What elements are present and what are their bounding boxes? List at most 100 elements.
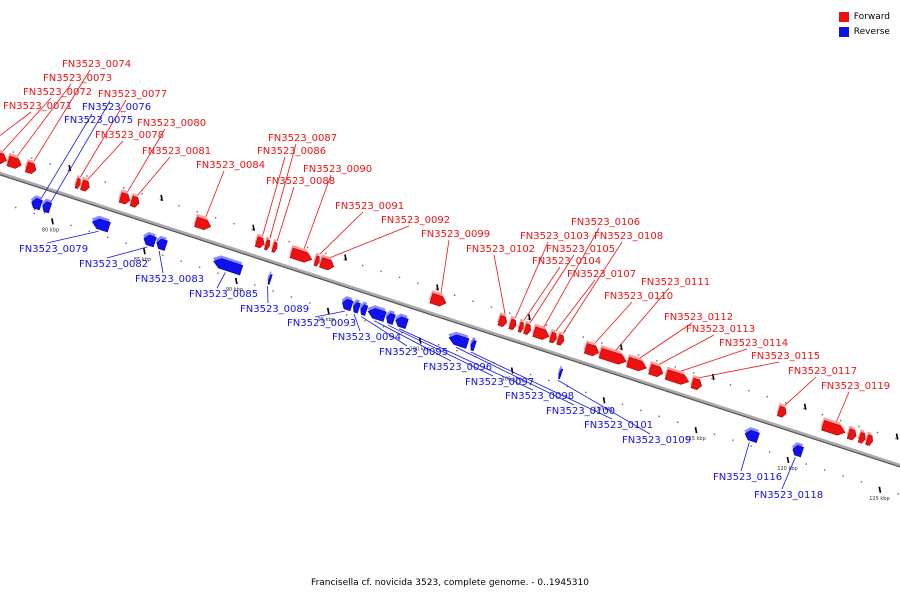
minor-tick-bottom bbox=[291, 296, 292, 297]
minor-tick-top bbox=[877, 432, 878, 433]
minor-tick-bottom bbox=[732, 439, 733, 440]
major-tick-top bbox=[529, 314, 530, 320]
gene-label-fn3523_0101[interactable]: FN3523_0101 bbox=[584, 420, 653, 431]
gene-label-fn3523_0085[interactable]: FN3523_0085 bbox=[189, 289, 258, 300]
gene-label-fn3523_0079[interactable]: FN3523_0079 bbox=[19, 244, 88, 255]
leader-line bbox=[556, 280, 595, 331]
gene-label-fn3523_0108[interactable]: FN3523_0108 bbox=[594, 231, 663, 242]
backbone-layer bbox=[0, 160, 900, 480]
gene-label-fn3523_0107[interactable]: FN3523_0107 bbox=[567, 269, 636, 280]
minor-tick-bottom bbox=[622, 404, 623, 405]
gene-label-fn3523_0073[interactable]: FN3523_0073 bbox=[43, 73, 112, 84]
gene-label-fn3523_0105[interactable]: FN3523_0105 bbox=[546, 244, 615, 255]
gene-label-fn3523_0117[interactable]: FN3523_0117 bbox=[788, 366, 857, 377]
minor-tick-top bbox=[858, 426, 859, 427]
gene-label-fn3523_0099[interactable]: FN3523_0099 bbox=[421, 229, 490, 240]
gene-label-fn3523_0112[interactable]: FN3523_0112 bbox=[664, 312, 733, 323]
gene-label-fn3523_0089[interactable]: FN3523_0089 bbox=[240, 304, 309, 315]
minor-tick-top bbox=[767, 396, 768, 397]
minor-tick-top bbox=[252, 229, 253, 230]
gene-label-fn3523_0095[interactable]: FN3523_0095 bbox=[379, 347, 448, 358]
leader-line bbox=[741, 442, 749, 471]
minor-tick-top bbox=[178, 205, 179, 206]
gene-label-fn3523_0072[interactable]: FN3523_0072 bbox=[23, 87, 92, 98]
gene-label-fn3523_0077[interactable]: FN3523_0077 bbox=[98, 89, 167, 100]
gene-label-fn3523_0118[interactable]: FN3523_0118 bbox=[754, 490, 823, 501]
minor-tick-top bbox=[693, 372, 694, 373]
minor-tick-bottom bbox=[640, 410, 641, 411]
gene-label-fn3523_0115[interactable]: FN3523_0115 bbox=[751, 351, 820, 362]
minor-tick-top bbox=[399, 277, 400, 278]
legend: Forward Reverse bbox=[839, 9, 890, 39]
minor-tick-bottom bbox=[824, 469, 825, 470]
map-title: Francisella cf. novicida 3523, complete … bbox=[0, 578, 900, 588]
gene-label-fn3523_0086[interactable]: FN3523_0086 bbox=[257, 146, 326, 157]
minor-tick-top bbox=[638, 354, 639, 355]
gene-label-fn3523_0102[interactable]: FN3523_0102 bbox=[466, 244, 535, 255]
backbone-line bbox=[0, 160, 900, 478]
major-tick-top bbox=[805, 404, 806, 410]
minor-tick-top bbox=[656, 360, 657, 361]
minor-tick-bottom bbox=[33, 213, 34, 214]
minor-tick-top bbox=[711, 378, 712, 379]
leader-line bbox=[206, 171, 224, 218]
gene-arrow-fn3523_0112[interactable] bbox=[627, 357, 647, 370]
leader-line bbox=[699, 362, 779, 378]
minor-tick-bottom bbox=[364, 320, 365, 321]
minor-tick-bottom bbox=[714, 434, 715, 435]
gene-label-fn3523_0096[interactable]: FN3523_0096 bbox=[423, 362, 492, 373]
gene-label-fn3523_0104[interactable]: FN3523_0104 bbox=[532, 256, 601, 267]
minor-tick-bottom bbox=[15, 207, 16, 208]
gene-label-fn3523_0098[interactable]: FN3523_0098 bbox=[505, 391, 574, 402]
gene-label-fn3523_0082[interactable]: FN3523_0082 bbox=[79, 259, 148, 270]
minor-tick-top bbox=[583, 336, 584, 337]
legend-forward[interactable]: Forward bbox=[839, 9, 890, 24]
tick-label: 80 kbp bbox=[42, 227, 59, 233]
gene-label-fn3523_0090[interactable]: FN3523_0090 bbox=[303, 164, 372, 175]
minor-tick-top bbox=[49, 163, 50, 164]
gene-label-fn3523_0093[interactable]: FN3523_0093 bbox=[287, 318, 356, 329]
gene-label-fn3523_0074[interactable]: FN3523_0074 bbox=[62, 59, 131, 70]
minor-tick-top bbox=[509, 312, 510, 313]
gene-label-fn3523_0113[interactable]: FN3523_0113 bbox=[686, 324, 755, 335]
minor-tick-top bbox=[675, 366, 676, 367]
minor-tick-top bbox=[454, 295, 455, 296]
gene-label-fn3523_0094[interactable]: FN3523_0094 bbox=[332, 332, 401, 343]
minor-tick-bottom bbox=[70, 225, 71, 226]
gene-label-fn3523_0111[interactable]: FN3523_0111 bbox=[641, 277, 710, 288]
minor-tick-top bbox=[601, 342, 602, 343]
gene-label-fn3523_0084[interactable]: FN3523_0084 bbox=[196, 160, 265, 171]
gene-label-fn3523_0081[interactable]: FN3523_0081 bbox=[142, 146, 211, 157]
gene-label-fn3523_0114[interactable]: FN3523_0114 bbox=[719, 338, 788, 349]
minor-tick-top bbox=[86, 175, 87, 176]
gene-label-fn3523_0076[interactable]: FN3523_0076 bbox=[82, 102, 151, 113]
gene-arrow-fn3523_0099[interactable] bbox=[430, 293, 446, 306]
gene-label-fn3523_0116[interactable]: FN3523_0116 bbox=[713, 472, 782, 483]
gene-label-fn3523_0075[interactable]: FN3523_0075 bbox=[64, 115, 133, 126]
gene-label-fn3523_0083[interactable]: FN3523_0083 bbox=[135, 274, 204, 285]
gene-label-fn3523_0078[interactable]: FN3523_0078 bbox=[95, 130, 164, 141]
gene-label-fn3523_0110[interactable]: FN3523_0110 bbox=[604, 291, 673, 302]
gene-label-fn3523_0100[interactable]: FN3523_0100 bbox=[546, 406, 615, 417]
gene-label-fn3523_0106[interactable]: FN3523_0106 bbox=[571, 217, 640, 228]
gene-label-fn3523_0092[interactable]: FN3523_0092 bbox=[381, 215, 450, 226]
minor-tick-bottom bbox=[180, 261, 181, 262]
gene-label-fn3523_0087[interactable]: FN3523_0087 bbox=[268, 133, 337, 144]
legend-reverse[interactable]: Reverse bbox=[839, 24, 890, 39]
gene-arrow-fn3523_0106[interactable] bbox=[533, 327, 549, 340]
gene-label-fn3523_0109[interactable]: FN3523_0109 bbox=[622, 435, 691, 446]
gene-label-fn3523_0080[interactable]: FN3523_0080 bbox=[137, 118, 206, 129]
gene-label-fn3523_0119[interactable]: FN3523_0119 bbox=[821, 381, 890, 392]
gene-label-fn3523_0091[interactable]: FN3523_0091 bbox=[335, 201, 404, 212]
legend-forward-swatch bbox=[839, 12, 849, 22]
leader-line bbox=[270, 144, 296, 238]
gene-label-fn3523_0071[interactable]: FN3523_0071 bbox=[3, 101, 72, 112]
gene-label-fn3523_0088[interactable]: FN3523_0088 bbox=[266, 176, 335, 187]
gene-arrow-fn3523_0084[interactable] bbox=[194, 217, 210, 230]
gene-arrow-fn3523_0116[interactable] bbox=[745, 430, 759, 442]
gene-label-fn3523_0097[interactable]: FN3523_0097 bbox=[465, 377, 534, 388]
gene-label-fn3523_0103[interactable]: FN3523_0103 bbox=[520, 231, 589, 242]
minor-tick-top bbox=[13, 151, 14, 152]
